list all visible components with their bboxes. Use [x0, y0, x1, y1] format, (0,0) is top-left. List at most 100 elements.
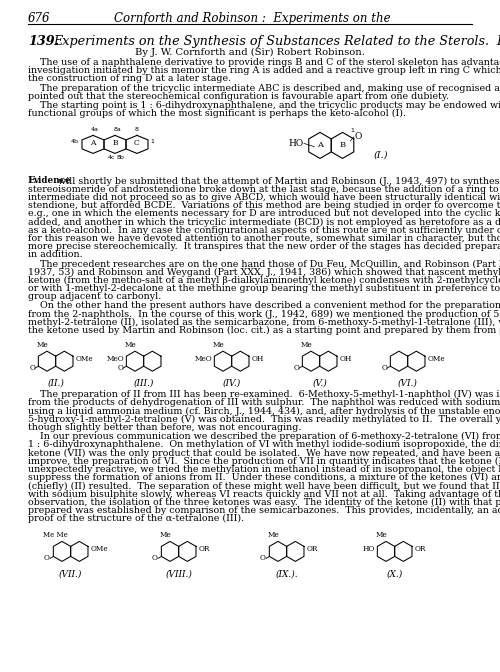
Text: HO: HO — [362, 546, 375, 554]
Text: 4a: 4a — [91, 128, 99, 132]
Text: MeO: MeO — [106, 355, 124, 363]
Text: the ketone used by Martin and Robinson (loc. cit.) as a starting point and prepa: the ketone used by Martin and Robinson (… — [28, 326, 500, 335]
Text: in addition.: in addition. — [28, 250, 82, 259]
Text: OH: OH — [340, 355, 351, 363]
Text: intermediate did not proceed so as to give ABCD, which would have been structura: intermediate did not proceed so as to gi… — [28, 193, 500, 202]
Text: for this reason we have devoted attention to another route, somewhat similar in : for this reason we have devoted attentio… — [28, 234, 500, 243]
Text: from the 2-naphthols.  In the course of this work (J., 1942, 689) we mentioned t: from the 2-naphthols. In the course of t… — [28, 310, 500, 319]
Text: A: A — [90, 139, 96, 147]
Text: O: O — [260, 554, 266, 562]
Text: In our previous communication we described the preparation of 6-methoxy-2-tetral: In our previous communication we describ… — [28, 432, 500, 442]
Text: B: B — [340, 141, 345, 149]
Text: B: B — [112, 139, 118, 147]
Text: e.g., one in which the elements necessary for D are introduced but not developed: e.g., one in which the elements necessar… — [28, 209, 500, 218]
Text: OR: OR — [198, 546, 209, 554]
Text: vidence: vidence — [34, 177, 71, 185]
Text: the construction of ring D at a later stage.: the construction of ring D at a later st… — [28, 75, 231, 83]
Text: (IV.): (IV.) — [222, 378, 241, 387]
Text: O: O — [355, 132, 362, 141]
Text: added, and another in which the tricyclic intermediate (BCD) is not employed as : added, and another in which the tricycli… — [28, 218, 500, 226]
Text: 1 : 6-dihydroxynaphthalene.  On methylation of VI with methyl iodide-sodium isop: 1 : 6-dihydroxynaphthalene. On methylati… — [28, 440, 500, 450]
Text: will shortly be submitted that the attempt of Martin and Robinson (J., 1943, 497: will shortly be submitted that the attem… — [55, 177, 500, 185]
Text: functional groups of which the most significant is perhaps the keto-alcohol (I).: functional groups of which the most sign… — [28, 110, 406, 118]
Text: HO: HO — [289, 139, 304, 148]
Text: 1: 1 — [150, 139, 154, 144]
Text: 676: 676 — [28, 12, 50, 25]
Text: investigation initiated by this memoir the ring A is added and a reactive group : investigation initiated by this memoir t… — [28, 67, 500, 75]
Text: unexpectedly reactive, we tried the methylation in methanol instead of in isopro: unexpectedly reactive, we tried the meth… — [28, 465, 500, 474]
Text: OMe: OMe — [428, 355, 445, 363]
Text: more precise stereochemically.  It transpires that the new order of the stages h: more precise stereochemically. It transp… — [28, 242, 500, 251]
Text: 4c: 4c — [107, 155, 115, 161]
Text: from the products of dehydrogenation of III with sulphur.  The naphthol was redu: from the products of dehydrogenation of … — [28, 398, 500, 407]
Text: proof of the structure of the α-tetralone (III).: proof of the structure of the α-tetralon… — [28, 514, 244, 523]
Text: with sodium bisulphite slowly, whereas VI reacts quickly and VII not at all.  Ta: with sodium bisulphite slowly, whereas V… — [28, 490, 500, 499]
Text: The use of a naphthalene derivative to provide rings B and C of the sterol skele: The use of a naphthalene derivative to p… — [28, 58, 500, 67]
Text: The preparation of II from III has been re-examined.  6-Methoxy-5-methyl-1-napht: The preparation of II from III has been … — [28, 390, 500, 399]
Text: ketone (VII) was the only product that could be isolated.  We have now repeated,: ketone (VII) was the only product that c… — [28, 449, 500, 458]
Text: OH: OH — [252, 355, 264, 363]
Text: A: A — [317, 141, 323, 149]
Text: improve, the preparation of VI.  Since the production of VII in quantity indicat: improve, the preparation of VI. Since th… — [28, 457, 500, 466]
Text: 139.: 139. — [28, 35, 59, 48]
Text: (V.): (V.) — [312, 378, 327, 387]
Text: C: C — [134, 139, 140, 147]
Text: OMe: OMe — [76, 355, 93, 363]
Text: O: O — [44, 554, 50, 562]
Text: 1937, 53) and Robinson and Weygand (Part XXX, J., 1941, 386) which showed that n: 1937, 53) and Robinson and Weygand (Part… — [28, 267, 500, 277]
Text: O: O — [29, 364, 35, 372]
Text: though slightly better than before, was not encouraging.: though slightly better than before, was … — [28, 423, 301, 432]
Text: The starting point is 1 : 6-dihydroxynaphthalene, and the tricyclic products may: The starting point is 1 : 6-dihydroxynap… — [28, 101, 500, 110]
Text: methyl-2-tetralone (II), isolated as the semicarbazone, from 6-methoxy-5-methyl-: methyl-2-tetralone (II), isolated as the… — [28, 318, 500, 327]
Text: 4b: 4b — [71, 139, 79, 144]
Text: stereoisomeride of androstendione broke down at the last stage, because the addi: stereoisomeride of androstendione broke … — [28, 185, 500, 194]
Text: By J. W. Cornforth and (Sir) Robert Robinson.: By J. W. Cornforth and (Sir) Robert Robi… — [135, 48, 365, 57]
Text: group adjacent to carbonyl.: group adjacent to carbonyl. — [28, 292, 161, 301]
Text: prepared was established by comparison of the semicarbazones.  This provides, in: prepared was established by comparison o… — [28, 506, 500, 515]
Text: Me: Me — [375, 532, 387, 540]
Text: O: O — [293, 364, 299, 372]
Text: O: O — [152, 554, 158, 562]
Text: O: O — [117, 364, 123, 372]
Text: (VIII.): (VIII.) — [165, 569, 192, 579]
Text: 1: 1 — [351, 128, 354, 133]
Text: (VII.): (VII.) — [59, 569, 82, 579]
Text: (chiefly) (II) resulted.  The separation of these might well have been difficult: (chiefly) (II) resulted. The separation … — [28, 481, 500, 491]
Text: stendione, but afforded BCDE.  Variations of this method are being studied in or: stendione, but afforded BCDE. Variations… — [28, 201, 500, 210]
Text: Me: Me — [300, 341, 312, 349]
Text: (X.): (X.) — [386, 569, 403, 579]
Text: as a keto-alcohol.  In any case the configurational aspects of this route are no: as a keto-alcohol. In any case the confi… — [28, 226, 500, 235]
Text: Me: Me — [267, 532, 279, 540]
Text: Me: Me — [212, 341, 224, 349]
Text: On the other hand the present authors have described a convenient method for the: On the other hand the present authors ha… — [28, 302, 500, 310]
Text: Experiments on the Synthesis of Substances Related to the Sterols.  Part XLV.: Experiments on the Synthesis of Substanc… — [53, 35, 500, 48]
Text: suppress the formation of anions from II.  Under these conditions, a mixture of : suppress the formation of anions from II… — [28, 473, 500, 482]
Text: Cornforth and Robinson :  Experiments on the: Cornforth and Robinson : Experiments on … — [114, 12, 390, 25]
Text: The preparation of the tricyclic intermediate ABC is described and, making use o: The preparation of the tricyclic interme… — [28, 83, 500, 93]
Text: Me: Me — [124, 341, 136, 349]
Text: (I.): (I.) — [374, 151, 388, 160]
Text: (III.): (III.) — [134, 378, 154, 387]
Text: using a liquid ammonia medium (cf. Birch, J., 1944, 434), and, after hydrolysis : using a liquid ammonia medium (cf. Birch… — [28, 407, 500, 416]
Text: ketone (from the metho-salt of a methyl β-dialkylaminoethyl ketone) condenses wi: ketone (from the metho-salt of a methyl … — [28, 276, 500, 285]
Text: Me Me: Me Me — [42, 532, 68, 540]
Text: OR: OR — [306, 546, 318, 554]
Text: 8a: 8a — [113, 128, 121, 132]
Text: MeO: MeO — [194, 355, 212, 363]
Text: 8: 8 — [135, 128, 139, 132]
Text: or with 1-methyl-2-decalone at the methine group bearing the methyl substituent : or with 1-methyl-2-decalone at the methi… — [28, 284, 500, 293]
Text: Me: Me — [159, 532, 171, 540]
Text: (IX.).: (IX.). — [276, 569, 298, 579]
Text: 5-hydroxy-1-methyl-2-tetralone (V) was obtained.  This was readily methylated to: 5-hydroxy-1-methyl-2-tetralone (V) was o… — [28, 415, 500, 424]
Text: observation, the isolation of the three ketones was easy.  The identity of the k: observation, the isolation of the three … — [28, 498, 500, 507]
Text: (VI.): (VI.) — [398, 378, 417, 387]
Text: (II.): (II.) — [47, 378, 64, 387]
Text: Me: Me — [36, 341, 48, 349]
Text: OR: OR — [414, 546, 426, 554]
Text: O: O — [381, 364, 387, 372]
Text: 8b: 8b — [117, 155, 125, 161]
Text: E: E — [28, 177, 36, 185]
Text: OMe: OMe — [90, 546, 108, 554]
Text: The precedent researches are on the one hand those of Du Feu, McQuillin, and Rob: The precedent researches are on the one … — [28, 259, 500, 269]
Text: pointed out that the stereochemical configuration is favourable apart from one d: pointed out that the stereochemical conf… — [28, 92, 449, 101]
